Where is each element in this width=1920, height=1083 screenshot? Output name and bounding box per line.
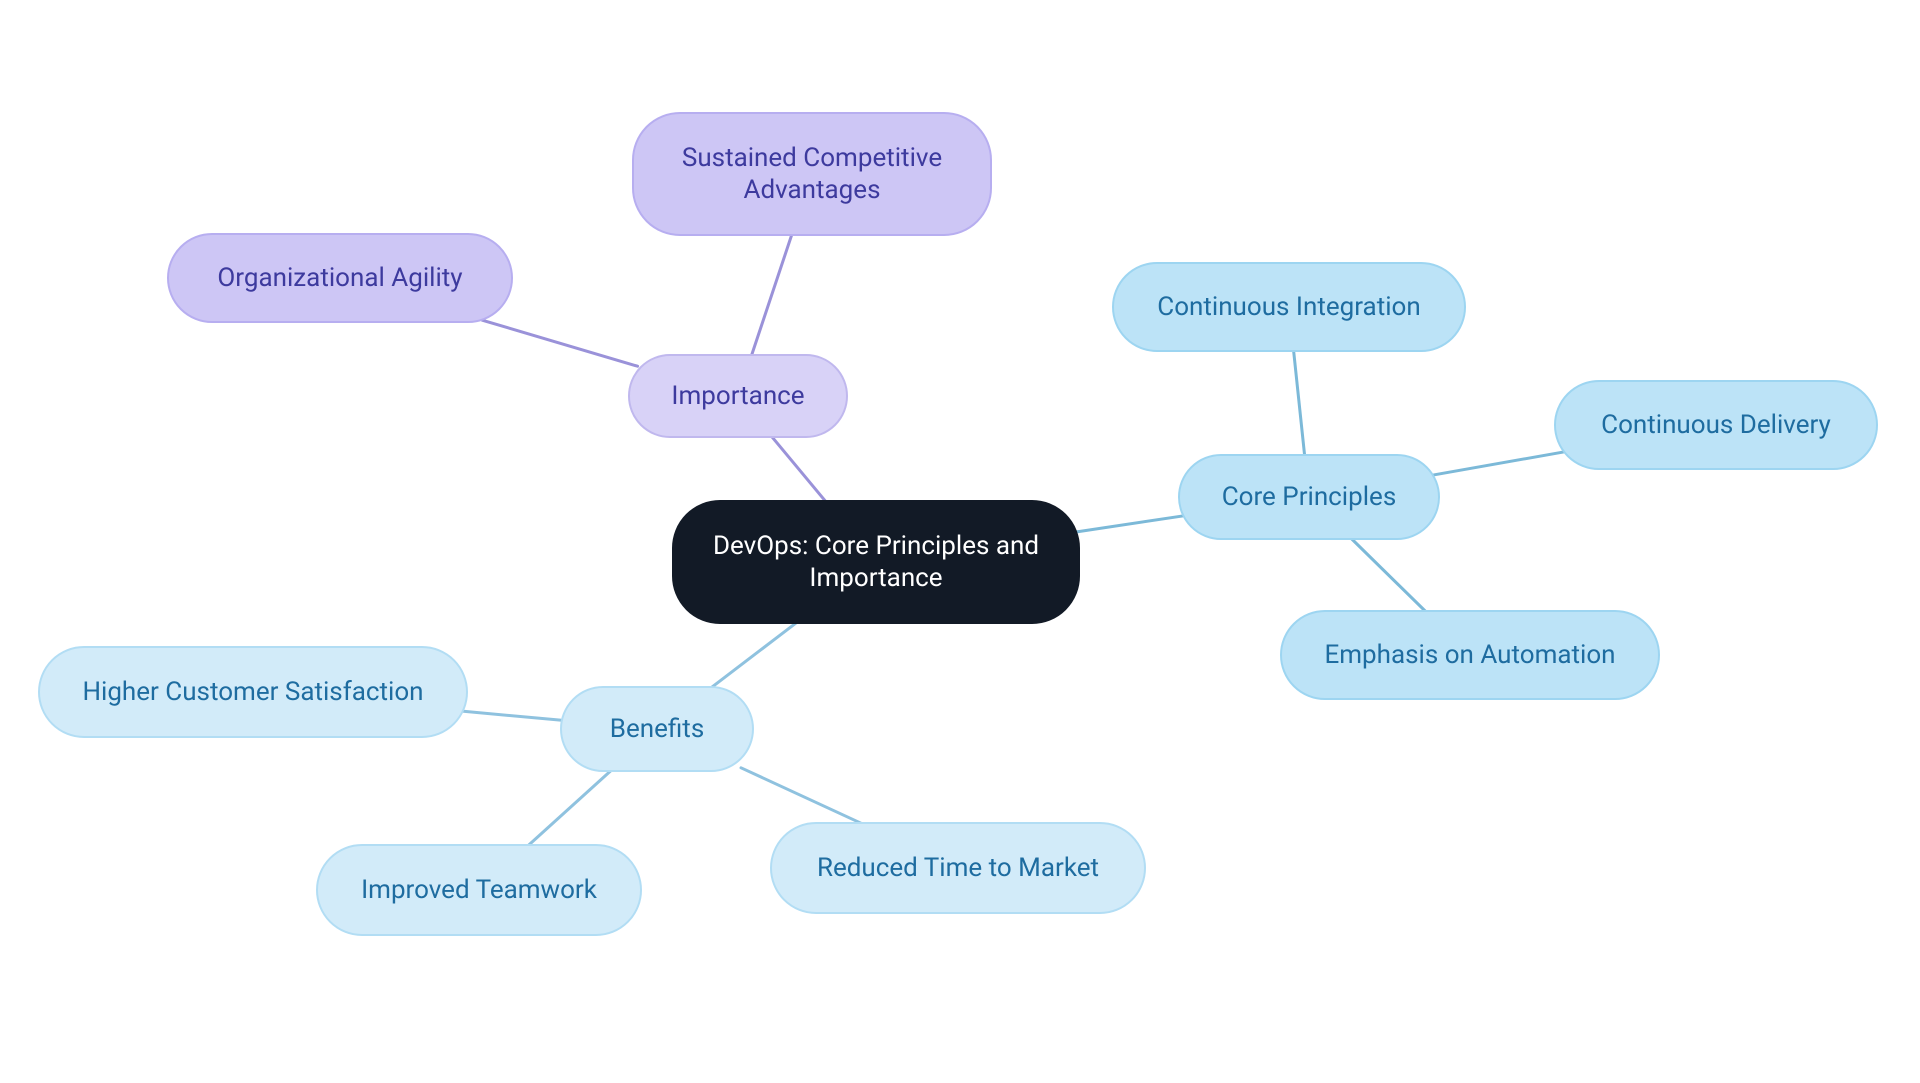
node-label: Organizational Agility (217, 262, 462, 295)
node-label: Continuous Integration (1157, 291, 1420, 324)
node-label: Core Principles (1222, 481, 1397, 514)
node-label: Importance (671, 380, 804, 413)
node-label: Continuous Delivery (1601, 409, 1831, 442)
edge (749, 227, 795, 364)
node-cd: Continuous Delivery (1554, 380, 1878, 470)
node-competitive: Sustained Competitive Advantages (632, 112, 992, 236)
edge (482, 320, 637, 366)
edge (1070, 515, 1188, 533)
edge (1430, 452, 1564, 476)
node-root: DevOps: Core Principles and Importance (672, 500, 1080, 624)
node-importance: Importance (628, 354, 848, 438)
edge (705, 618, 802, 692)
node-core: Core Principles (1178, 454, 1440, 540)
edge (1346, 533, 1432, 617)
node-automation: Emphasis on Automation (1280, 610, 1660, 700)
node-benefits: Benefits (560, 686, 754, 772)
node-satisfaction: Higher Customer Satisfaction (38, 646, 468, 738)
node-label: Improved Teamwork (361, 874, 597, 907)
node-label: DevOps: Core Principles and Importance (713, 530, 1039, 595)
edge (458, 711, 570, 721)
edge (522, 765, 616, 850)
node-teamwork: Improved Teamwork (316, 844, 642, 936)
edge (1293, 342, 1306, 464)
node-ttm: Reduced Time to Market (770, 822, 1146, 914)
node-label: Sustained Competitive Advantages (682, 142, 942, 207)
node-label: Emphasis on Automation (1324, 639, 1615, 672)
node-label: Higher Customer Satisfaction (82, 676, 423, 709)
node-label: Benefits (610, 713, 704, 746)
node-label: Reduced Time to Market (817, 852, 1099, 885)
edge (767, 430, 831, 507)
node-ci: Continuous Integration (1112, 262, 1466, 352)
edge (741, 768, 867, 826)
node-agility: Organizational Agility (167, 233, 513, 323)
